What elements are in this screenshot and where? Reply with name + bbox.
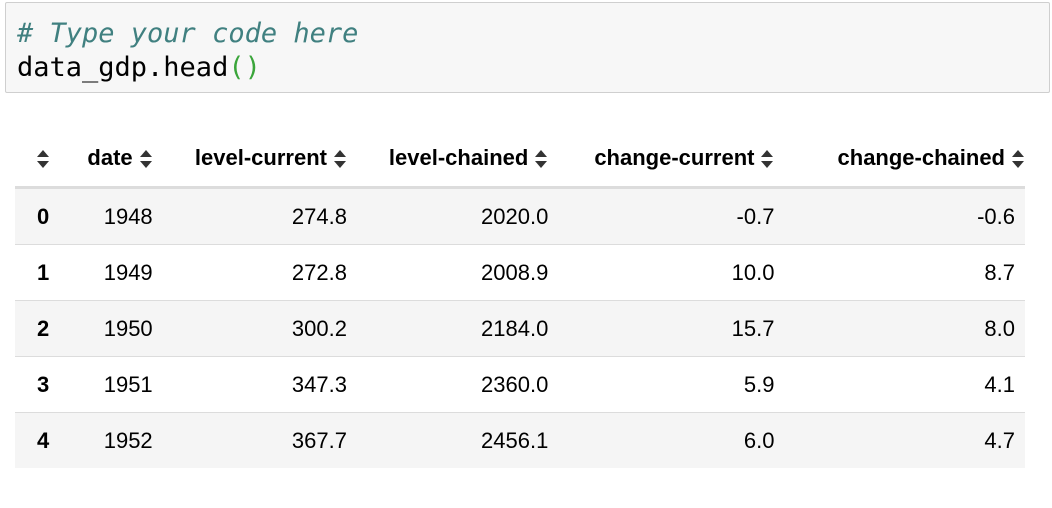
column-header-label: level-current <box>194 145 327 170</box>
column-header-label: level-chained <box>388 145 529 170</box>
column-header-label: change-current <box>594 145 755 170</box>
cell-date: 1950 <box>71 300 153 357</box>
index-header[interactable] <box>15 130 72 189</box>
cell-date: 1951 <box>71 356 153 413</box>
table-row: 1 1949 272.8 2008.9 10.0 8.7 <box>15 244 1025 301</box>
row-index: 0 <box>15 187 72 245</box>
cell-change-chained: 8.7 <box>774 244 1025 301</box>
cell-change-chained: 4.7 <box>984 427 1015 453</box>
row-index: 2 <box>15 300 72 357</box>
row-index: 4 <box>37 427 50 453</box>
sort-icon[interactable] <box>534 149 548 169</box>
row-index: 1 <box>15 244 72 301</box>
sort-icon[interactable] <box>139 149 153 169</box>
table-row: 0 1948 274.8 2020.0 -0.7 -0.6 <box>15 187 1025 245</box>
column-header-change-current[interactable]: change-current <box>548 130 775 189</box>
cell-date: 1952 <box>103 427 153 453</box>
cell-level-current: 347.3 <box>152 356 347 413</box>
table-row: 2 1950 300.2 2184.0 15.7 8.0 <box>15 300 1025 357</box>
table-header-row: date level-current level-chained change-… <box>15 130 1025 189</box>
column-header-label: date <box>87 145 133 170</box>
cell-change-current: 5.9 <box>548 356 775 413</box>
cell-change-current: 15.7 <box>548 300 775 357</box>
cell-level-chained: 2008.9 <box>346 244 549 301</box>
cell-date: 1949 <box>71 244 153 301</box>
code-parens: () <box>228 52 261 83</box>
cell-level-chained: 2020.0 <box>346 187 549 245</box>
column-header-level-chained[interactable]: level-chained <box>346 130 549 189</box>
cell-level-current: 272.8 <box>152 244 347 301</box>
cell-level-current: 274.8 <box>152 187 347 245</box>
cell-change-current: 6.0 <box>743 427 775 453</box>
code-comment: # Type your code here <box>17 18 359 49</box>
cell-output: date level-current level-chained change-… <box>15 130 1025 468</box>
code-cell-input[interactable]: # Type your code here data_gdp.head() <box>5 2 1050 93</box>
row-index: 3 <box>15 356 72 413</box>
sort-icon[interactable] <box>1011 149 1025 169</box>
sort-icon[interactable] <box>36 149 50 169</box>
cell-change-chained: 8.0 <box>774 300 1025 357</box>
cell-level-current: 300.2 <box>152 300 347 357</box>
dataframe-table: date level-current level-chained change-… <box>15 130 1025 468</box>
cell-date: 1948 <box>71 187 153 245</box>
column-header-level-current[interactable]: level-current <box>152 130 347 189</box>
table-row: 4 1952 367.7 2456.1 6.0 4.7 <box>15 412 1025 468</box>
sort-icon[interactable] <box>333 149 347 169</box>
cell-change-chained: -0.6 <box>774 187 1025 245</box>
table-row: 3 1951 347.3 2360.0 5.9 4.1 <box>15 356 1025 413</box>
cell-level-chained: 2184.0 <box>346 300 549 357</box>
cell-change-chained: 4.1 <box>774 356 1025 413</box>
cell-level-chained: 2360.0 <box>346 356 549 413</box>
cell-change-current: 10.0 <box>548 244 775 301</box>
code-expression: data_gdp.head <box>17 52 229 83</box>
cell-level-current: 367.7 <box>291 427 347 453</box>
column-header-date[interactable]: date <box>71 130 153 189</box>
cell-change-current: -0.7 <box>548 187 775 245</box>
column-header-label: change-chained <box>837 145 1005 170</box>
code-line: data_gdp.head() <box>17 51 1049 85</box>
column-header-change-chained[interactable]: change-chained <box>774 130 1025 189</box>
cell-level-chained: 2456.1 <box>481 427 549 453</box>
sort-icon[interactable] <box>760 149 774 169</box>
